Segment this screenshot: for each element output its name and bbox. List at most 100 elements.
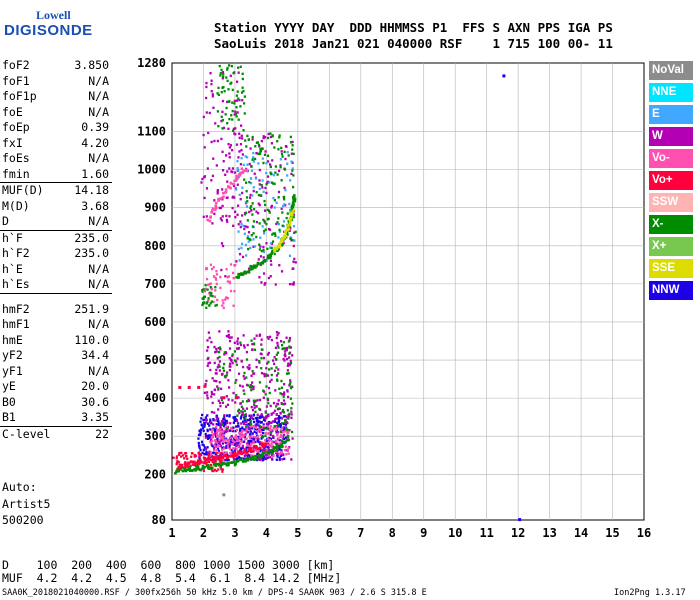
echo-point <box>215 368 218 372</box>
echo-point <box>288 202 291 206</box>
echo-point <box>219 72 222 75</box>
echo-point <box>204 289 207 293</box>
echo-point <box>247 231 251 234</box>
echo-point <box>221 204 224 208</box>
param-name: M(D) <box>2 198 30 213</box>
x-tick-label: 16 <box>637 526 651 540</box>
echo-point <box>231 354 234 358</box>
echo-point <box>259 458 262 461</box>
echo-point <box>274 165 278 168</box>
echo-point <box>262 423 265 426</box>
trace-point <box>190 469 194 472</box>
echo-point <box>279 164 282 167</box>
trace-point <box>245 451 249 455</box>
echo-point <box>240 222 243 226</box>
echo-point <box>220 387 223 391</box>
mark-point <box>234 396 238 400</box>
echo-point <box>211 469 214 473</box>
echo-point <box>259 441 262 444</box>
trace-point <box>275 444 279 447</box>
trace-point <box>289 218 293 221</box>
trace-point <box>251 267 254 271</box>
echo-point <box>226 122 229 125</box>
echo-point <box>223 414 226 417</box>
trace-point <box>191 463 195 466</box>
echo-point <box>268 454 271 457</box>
echo-point <box>256 435 259 439</box>
trace-point <box>180 464 184 467</box>
echo-point <box>275 366 278 369</box>
echo-point <box>248 436 252 439</box>
echo-point <box>254 424 257 428</box>
echo-point <box>226 79 229 83</box>
trace-point <box>248 456 252 460</box>
echo-point <box>235 447 238 451</box>
echo-point <box>249 193 252 197</box>
trace-point <box>281 236 285 240</box>
echo-point <box>206 397 209 400</box>
param-row: yE 20.0 <box>0 379 112 395</box>
echo-point <box>285 348 288 352</box>
echo-point <box>209 463 213 467</box>
echo-point <box>205 85 208 89</box>
echo-point <box>191 452 194 455</box>
echo-point <box>211 428 214 432</box>
echo-point <box>264 228 267 231</box>
echo-point <box>290 152 293 155</box>
trace-point <box>200 461 203 464</box>
echo-point <box>247 427 250 430</box>
echo-point <box>255 334 258 337</box>
echo-point <box>242 365 245 369</box>
echo-point <box>258 168 261 172</box>
echo-point <box>239 427 242 431</box>
trace-point <box>242 450 246 454</box>
echo-point <box>233 417 236 420</box>
echo-point <box>216 139 219 143</box>
param-row: B0 30.6 <box>0 395 112 411</box>
echo-point <box>252 186 255 189</box>
echo-point <box>223 351 226 354</box>
echo-point <box>230 359 233 362</box>
mark-point <box>502 74 506 78</box>
digisonde-logo: Lowell DIGISONDE <box>4 8 92 42</box>
echo-point <box>234 112 238 116</box>
echo-point <box>220 428 224 431</box>
param-value: 235.0 <box>74 246 109 260</box>
echo-point <box>283 383 286 386</box>
trace-point <box>232 182 235 186</box>
echo-point <box>280 386 283 390</box>
echo-point <box>216 192 219 195</box>
echo-point <box>252 207 256 211</box>
echo-point <box>240 431 244 434</box>
param-value: N/A <box>88 151 109 165</box>
echo-point <box>278 264 281 267</box>
footer-file-info: SAA0K_2018021040000.RSF / 300fx256h 50 k… <box>2 588 427 598</box>
echo-point <box>208 282 211 286</box>
echo-point <box>205 215 208 218</box>
trace-point <box>217 197 220 201</box>
echo-point <box>240 410 243 413</box>
echo-point <box>255 190 258 194</box>
echo-point <box>288 382 292 386</box>
echo-point <box>253 372 256 375</box>
trace-point <box>214 464 218 468</box>
echo-point <box>233 436 236 439</box>
y-tick-label: 1000 <box>137 163 166 177</box>
echo-point <box>213 393 216 396</box>
echo-point <box>212 469 215 473</box>
echo-point <box>239 225 242 229</box>
echo-point <box>228 117 231 121</box>
echo-point <box>204 416 207 419</box>
echo-point <box>207 299 210 302</box>
trace-point <box>288 223 292 226</box>
echo-point <box>224 113 227 116</box>
echo-point <box>210 267 214 271</box>
echo-point <box>246 134 249 138</box>
echo-point <box>281 426 284 430</box>
y-tick-label: 300 <box>144 429 166 443</box>
echo-point <box>239 341 242 344</box>
echo-point <box>235 444 238 448</box>
echo-point <box>271 446 274 449</box>
echo-point <box>253 348 257 351</box>
echo-point <box>239 163 243 166</box>
